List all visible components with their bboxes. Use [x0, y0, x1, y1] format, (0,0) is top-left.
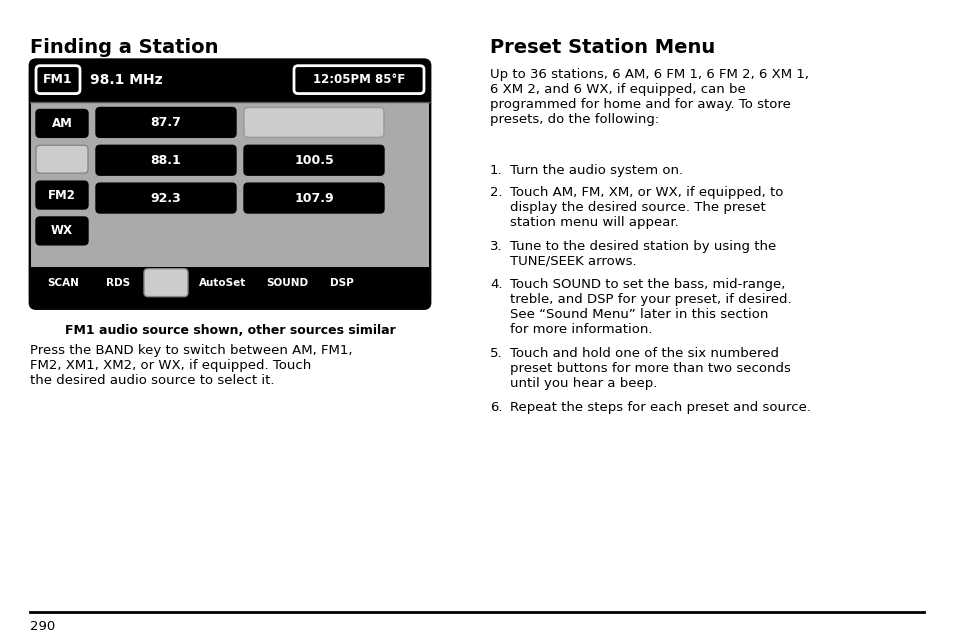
Text: Preset Station Menu: Preset Station Menu: [490, 38, 715, 57]
FancyBboxPatch shape: [257, 269, 315, 296]
Text: SCAN: SCAN: [47, 278, 79, 287]
Text: Touch AM, FM, XM, or WX, if equipped, to
display the desired source. The preset
: Touch AM, FM, XM, or WX, if equipped, to…: [510, 186, 782, 229]
FancyBboxPatch shape: [96, 145, 235, 175]
Text: 100.5: 100.5: [294, 154, 334, 167]
FancyBboxPatch shape: [96, 183, 235, 213]
FancyBboxPatch shape: [96, 107, 235, 137]
Text: 98.1 MHz: 98.1 MHz: [90, 73, 162, 86]
Text: WX: WX: [51, 225, 73, 237]
FancyBboxPatch shape: [30, 60, 430, 308]
Text: FM2: FM2: [48, 189, 76, 202]
Text: 6.: 6.: [490, 401, 502, 414]
Text: 87.7: 87.7: [151, 116, 181, 129]
Text: Repeat the steps for each preset and source.: Repeat the steps for each preset and sou…: [510, 401, 810, 414]
Text: 2.: 2.: [490, 186, 502, 199]
Text: Up to 36 stations, 6 AM, 6 FM 1, 6 FM 2, 6 XM 1,
6 XM 2, and 6 WX, if equipped, : Up to 36 stations, 6 AM, 6 FM 1, 6 FM 2,…: [490, 67, 808, 126]
FancyBboxPatch shape: [36, 269, 90, 296]
Text: 107.9: 107.9: [294, 191, 334, 205]
Text: FM1: FM1: [43, 73, 72, 86]
FancyBboxPatch shape: [244, 145, 384, 175]
FancyBboxPatch shape: [192, 269, 253, 296]
FancyBboxPatch shape: [294, 66, 423, 93]
Text: DSP: DSP: [330, 278, 354, 287]
Text: 5.: 5.: [490, 347, 502, 361]
Text: 3.: 3.: [490, 240, 502, 253]
FancyBboxPatch shape: [36, 181, 88, 209]
Text: 290: 290: [30, 620, 55, 633]
FancyBboxPatch shape: [36, 66, 80, 93]
Text: Press the BAND key to switch between AM, FM1,
FM2, XM1, XM2, or WX, if equipped.: Press the BAND key to switch between AM,…: [30, 344, 352, 387]
FancyBboxPatch shape: [319, 269, 364, 296]
Text: RDS: RDS: [106, 278, 130, 287]
Text: 12:05PM 85°F: 12:05PM 85°F: [313, 73, 405, 86]
Bar: [30, 102, 429, 266]
FancyBboxPatch shape: [36, 109, 88, 137]
Text: 88.1: 88.1: [151, 154, 181, 167]
Text: 92.3: 92.3: [151, 191, 181, 205]
FancyBboxPatch shape: [144, 269, 188, 296]
Text: 4.: 4.: [490, 278, 502, 291]
Text: AM: AM: [51, 117, 72, 130]
Text: Touch SOUND to set the bass, mid-range,
treble, and DSP for your preset, if desi: Touch SOUND to set the bass, mid-range, …: [510, 278, 791, 336]
Text: SOUND: SOUND: [266, 278, 308, 287]
Text: Finding a Station: Finding a Station: [30, 38, 218, 57]
Text: Tune to the desired station by using the
TUNE/SEEK arrows.: Tune to the desired station by using the…: [510, 240, 776, 268]
Text: FM1 audio source shown, other sources similar: FM1 audio source shown, other sources si…: [65, 324, 395, 338]
Text: AutoSet: AutoSet: [199, 278, 247, 287]
FancyBboxPatch shape: [36, 217, 88, 245]
FancyBboxPatch shape: [96, 269, 140, 296]
Text: 1.: 1.: [490, 164, 502, 177]
FancyBboxPatch shape: [244, 183, 384, 213]
FancyBboxPatch shape: [36, 145, 88, 173]
Text: Touch and hold one of the six numbered
preset buttons for more than two seconds
: Touch and hold one of the six numbered p…: [510, 347, 790, 391]
FancyBboxPatch shape: [244, 107, 384, 137]
Text: Turn the audio system on.: Turn the audio system on.: [510, 164, 682, 177]
